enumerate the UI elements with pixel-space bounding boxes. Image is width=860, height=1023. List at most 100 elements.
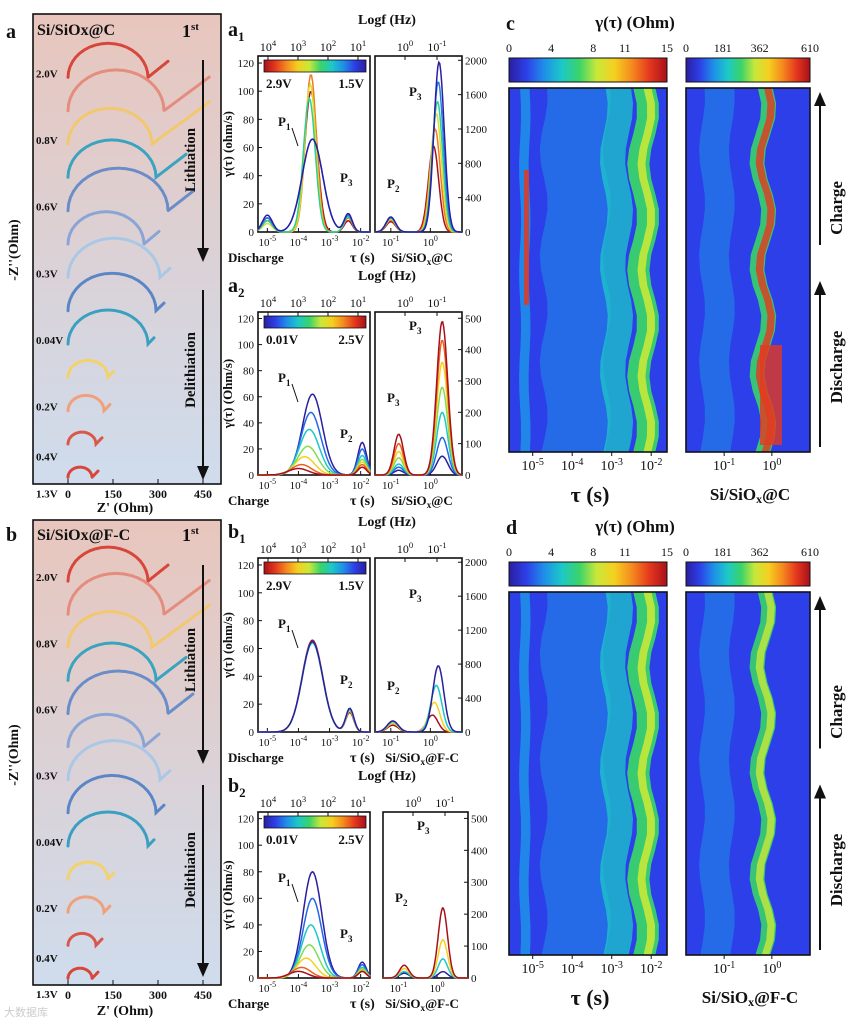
drt-series-2.5V: [375, 321, 463, 476]
heatmap-x-tick-left: 10-2: [640, 457, 662, 474]
x-tick-left: 10-3: [321, 734, 339, 749]
drt-panels: a1 Logf (Hz) 104 103 102 101 100 10-1 0 20 40 60 80 1…: [220, 13, 488, 1013]
y-tick-left: 20: [243, 444, 255, 456]
freq-tick: 102: [320, 540, 336, 556]
panel-b-voltage-labels: 2.0V 0.8V 0.6V 0.3V 0.04V 0.2V 0.4V 1.3V: [36, 572, 63, 1001]
drt-ylabel: γ(τ) (Ohm/s): [220, 359, 235, 429]
heatmap-left-body: [508, 87, 668, 453]
x-tick-right: 100: [423, 734, 438, 749]
y-tick-right: 100: [465, 439, 482, 451]
heatmap-cbar-tick: 0: [506, 41, 512, 55]
nyquist-trace: [66, 931, 104, 949]
heatmap-right-body-frame: [685, 87, 811, 453]
colorbar-right-label: 1.5V: [338, 76, 364, 91]
drt-panel-letter: a1: [228, 19, 245, 44]
voltage-label: 0.8V: [36, 135, 58, 147]
panel-a-frame: [32, 13, 222, 485]
heatmap-right-body: [685, 591, 811, 956]
y-tick-right: 800: [465, 158, 482, 170]
peak-label-right-1: P3: [409, 84, 422, 102]
nyquist-trace: [66, 895, 112, 916]
nyquist-trace: [66, 669, 195, 717]
x-tick-left: 10-4: [290, 477, 308, 492]
heatmap-cbar-tick: 0: [683, 41, 689, 55]
voltage-label: 2.0V: [36, 68, 58, 80]
panel-b-delithiation-label: Delithiation: [183, 831, 199, 907]
nyquist-trace: [66, 358, 116, 381]
heatmap-cbar-tick: 0: [683, 545, 689, 559]
panel-b-frame: [32, 519, 222, 986]
heatmap-left-body-frame: [508, 591, 668, 956]
freq-tick: 104: [260, 294, 277, 310]
heatmap-colorbar-title: γ(τ) (Ohm): [594, 517, 675, 536]
heatmap-discharge-label: Discharge: [827, 833, 846, 906]
y-tick-right: 200: [465, 407, 482, 419]
drt-ylabel: γ(τ) (ohm/s): [220, 612, 235, 679]
colorbar-left-label: 0.01V: [266, 832, 299, 847]
drt-series-1.5V: [258, 640, 370, 733]
y-tick-left: 120: [238, 560, 255, 572]
nyquist-trace: [66, 641, 188, 684]
freq-tick: 100: [397, 540, 413, 556]
voltage-label: 1.3V: [36, 488, 58, 500]
heatmap-letter: c: [506, 13, 515, 35]
y-tick-left: 0: [249, 973, 255, 985]
freq-tick: 101: [350, 294, 366, 310]
x-tick-left: 10-5: [259, 477, 277, 492]
drt-series-2.6V: [257, 74, 370, 233]
drt-material-label: Si/SiOx@C: [391, 493, 452, 510]
freq-axis-label: Logf (Hz): [358, 769, 416, 784]
freq-tick: 101: [350, 794, 366, 810]
drt-series-2.5V: [383, 907, 468, 979]
x-tick-right: 10-1: [382, 234, 400, 249]
y-tick-left: 40: [243, 171, 255, 183]
drt-panel-b1: b1 Logf (Hz) 104 103 102 101 100 10-1 0 20 40 60 80 1…: [220, 515, 488, 767]
colorbar-left-label: 2.9V: [266, 76, 292, 91]
voltage-label: 0.3V: [36, 771, 58, 783]
voltage-label: 0.2V: [36, 402, 58, 414]
drt-material-label: Si/SiOx@F-C: [385, 996, 459, 1013]
heatmap-colorbar-right: [685, 57, 811, 83]
panel-xtick: 150: [104, 487, 122, 501]
heatmap-band: [637, 592, 655, 955]
lithiation-arrow-icon: [197, 750, 209, 764]
freq-tick: 103: [290, 540, 306, 556]
voltage-label: 0.6V: [36, 202, 58, 214]
y-tick-right: 1200: [465, 625, 488, 637]
y-tick-right: 200: [471, 909, 488, 921]
y-tick-left: 60: [243, 643, 255, 655]
heatmap-material-label: Si/SiOx@F-C: [702, 988, 798, 1009]
freq-tick: 104: [260, 794, 277, 810]
panel-xtick: 300: [149, 988, 167, 1002]
heatmap-panel-c: c γ(τ) (Ohm) 0 4 8 11 15 0 181 362 610 10-5 10-4 10-3…: [506, 13, 846, 507]
y-tick-right: 400: [465, 345, 482, 357]
heatmap-band: [755, 592, 775, 955]
nyquist-trace: [66, 308, 156, 348]
freq-tick: 103: [290, 294, 306, 310]
y-tick-right: 100: [471, 941, 488, 953]
peak-label-left-2: P2: [340, 672, 353, 690]
panel-xtick: 0: [65, 988, 71, 1002]
watermark: 大数据库: [4, 1006, 48, 1019]
heatmap-discharge-label: Discharge: [827, 330, 846, 403]
nyquist-trace: [66, 712, 161, 750]
panel-a-lithiation-label: Lithiation: [183, 127, 199, 192]
x-tick-right: 100: [423, 477, 438, 492]
y-tick-left: 0: [249, 727, 255, 739]
nyquist-trace: [66, 210, 161, 247]
y-tick-left: 80: [243, 616, 255, 628]
heatmap-cbar-tick: 610: [801, 41, 819, 55]
peak-label-left-1: P1: [278, 114, 291, 132]
heatmap-cbar-tick: 610: [801, 545, 819, 559]
nyquist-trace: [66, 739, 172, 783]
tau-axis-label: τ (s): [350, 494, 375, 509]
freq-tick: 100: [405, 794, 421, 810]
voltage-label: 0.2V: [36, 903, 58, 915]
voltage-label: 0.6V: [36, 705, 58, 717]
x-tick-left: 10-5: [259, 980, 277, 995]
panel-xtick: 0: [65, 487, 71, 501]
x-tick-left: 10-4: [290, 734, 308, 749]
tau-axis-label: τ (s): [350, 751, 375, 766]
peak-label-right-1: P3: [409, 586, 422, 604]
